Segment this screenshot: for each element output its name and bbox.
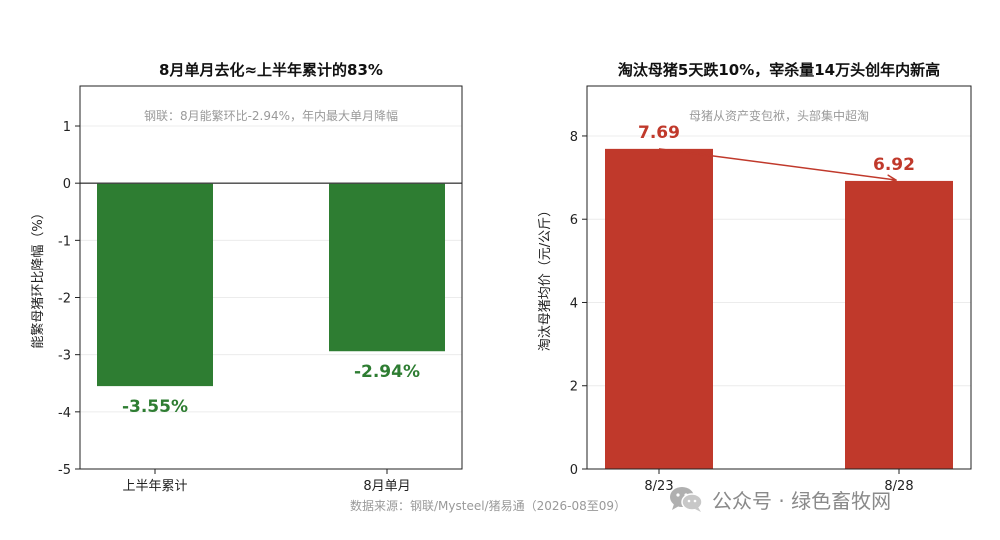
y-tick-label: 0 [63, 177, 71, 192]
chart-panel-2: 0 2 4 6 8 8/23 8/28 7.69 6.92 淘汰母猪5天跌10%，宰杀量14万头创… [538, 61, 972, 494]
bar-1 [97, 183, 213, 387]
x-tick-label: 上半年累计 [122, 479, 187, 494]
chart-annotation: 钢联：8月能繁环比-2.94%，年内最大单月降幅 [144, 108, 398, 123]
data-source-note: 数据来源：钢联/Mysteel/猪易通（2026-08至09） [350, 499, 627, 513]
bar-2 [329, 183, 445, 352]
y-axis-label: 能繁母猪环比降幅（%） [30, 206, 46, 348]
data-label-2: -2.94% [354, 362, 420, 382]
y-tick-label: -1 [58, 234, 71, 249]
y-tick-label: -2 [58, 292, 71, 307]
data-label-1: -3.55% [122, 397, 188, 417]
watermark: 公众号 · 绿色畜牧网 [668, 484, 891, 514]
plot-frame [586, 85, 972, 470]
y-axis-label: 淘汰母猪均价（元/公斤） [538, 204, 553, 351]
x-tick-label: 8/28 [884, 479, 913, 494]
watermark-text: 公众号 · 绿色畜牧网 [712, 488, 892, 513]
plot-frame [79, 85, 463, 470]
y-tick-label: 0 [570, 463, 578, 478]
chart-title: 8月单月去化≈上半年累计的83% [159, 61, 383, 79]
y-tick-label: -5 [58, 463, 71, 478]
x-tick-label: 8/23 [644, 479, 673, 494]
x-tick-label: 8月单月 [363, 479, 410, 494]
chart-panel-1: -5 -4 -3 -2 -1 0 1 上半年累计 8月单月 -3.55% -2.94% 8月单月去化≈… [30, 61, 463, 494]
y-tick-label: 1 [63, 120, 71, 135]
y-tick-label: -4 [58, 406, 71, 421]
y-tick-label: 6 [570, 213, 578, 228]
data-label-1: 7.69 [638, 123, 680, 143]
y-tick-label: 2 [570, 380, 578, 395]
y-tick-label: -3 [58, 349, 71, 364]
bar-2 [845, 180, 953, 469]
chart-title: 淘汰母猪5天跌10%，宰杀量14万头创年内新高 [617, 61, 940, 79]
y-tick-label: 8 [570, 130, 578, 145]
wechat-icon [670, 487, 703, 512]
y-tick-label: 4 [570, 296, 578, 311]
bar-1 [605, 148, 713, 470]
trend-arrow [658, 148, 895, 180]
chart-annotation: 母猪从资产变包袱，头部集中超淘 [689, 108, 869, 123]
data-label-2: 6.92 [873, 155, 915, 175]
